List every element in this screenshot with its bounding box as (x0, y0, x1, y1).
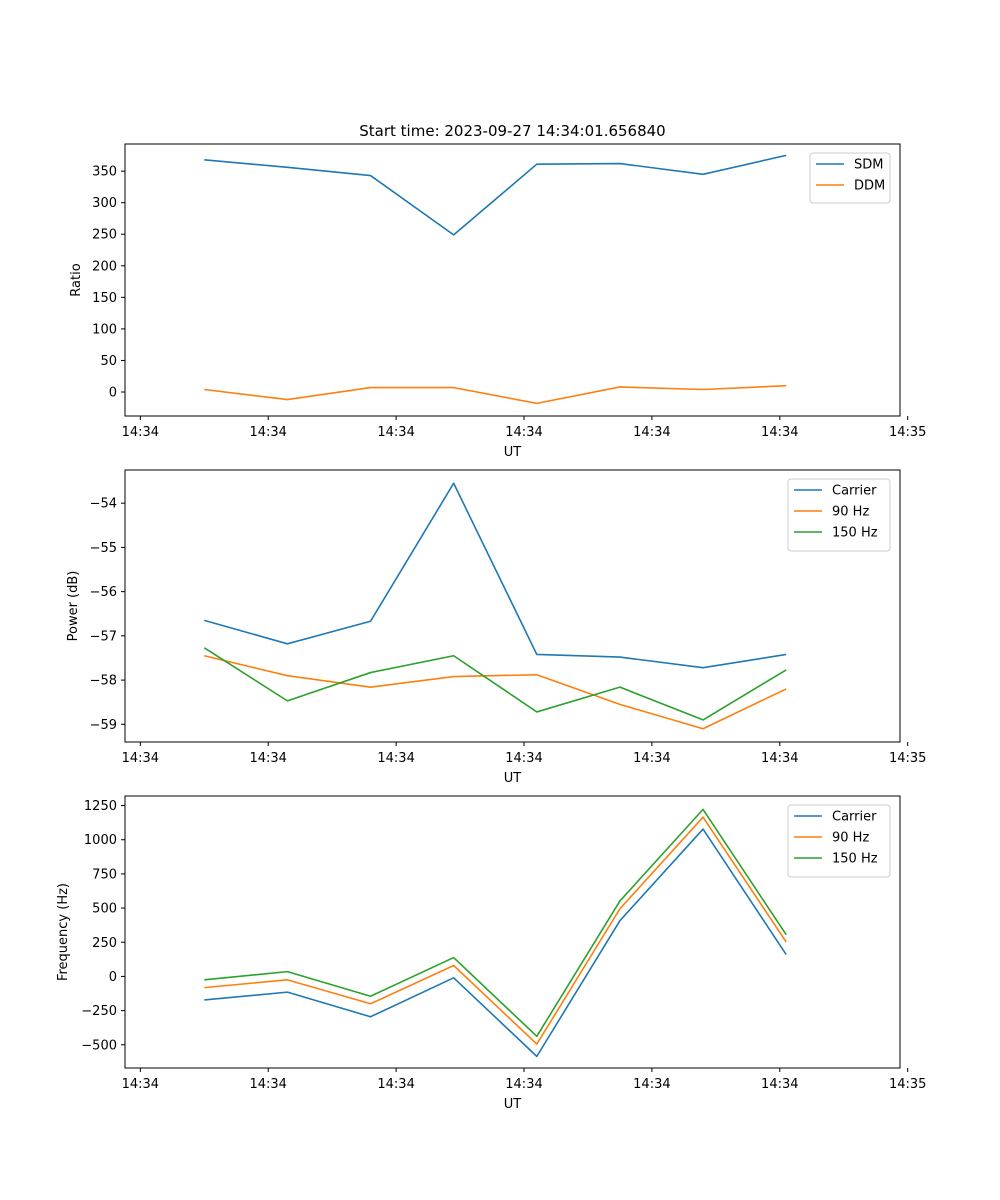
x-tick-label: 14:34 (633, 751, 670, 766)
y-tick-label: 1250 (84, 799, 117, 814)
x-tick-label: 14:34 (249, 1077, 286, 1092)
y-axis-label: Frequency (Hz) (56, 883, 71, 981)
x-tick-label: 14:34 (505, 425, 542, 440)
x-tick-label: 14:34 (122, 1077, 159, 1092)
legend-3: Carrier 90 Hz 150 Hz (787, 804, 891, 878)
legend-1: SDM DDM (809, 152, 891, 204)
legend-box (809, 152, 891, 204)
y-tick-label: −55 (90, 541, 117, 556)
x-tick-label: 14:34 (633, 425, 670, 440)
y-axis-label: Power (dB) (66, 571, 81, 642)
series-line-150-hz (204, 808, 787, 1038)
x-axis-label: UT (504, 445, 522, 460)
y-tick-label: −56 (90, 585, 117, 600)
legend-box (787, 804, 891, 878)
y-tick-label: 50 (100, 354, 117, 369)
panel-2: 14:34 14:34 14:34 14:34 14:34 14:34 14:35 −59 −5… (66, 469, 926, 786)
x-tick-label: 14:34 (761, 1077, 798, 1092)
y-tick-label: 250 (92, 228, 117, 243)
x-tick-label: 14:34 (505, 751, 542, 766)
legend-label: 150 Hz (832, 852, 878, 867)
y-tick-label: −250 (81, 1004, 117, 1019)
legend-label: SDM (854, 158, 883, 173)
x-tick-label: 14:34 (377, 1077, 414, 1092)
x-tick-label: 14:34 (377, 751, 414, 766)
y-tick-label: −58 (90, 674, 117, 689)
panel-1: 14:34 14:34 14:34 14:34 14:34 14:34 14:35 0 50 10… (69, 143, 926, 460)
x-tick-label: 14:34 (377, 425, 414, 440)
y-tick-label: −500 (81, 1038, 117, 1053)
y-tick-label: −57 (90, 629, 117, 644)
x-tick-label: 14:34 (249, 425, 286, 440)
x-tick-label: 14:35 (889, 425, 926, 440)
series-line-ddm (204, 384, 787, 405)
y-tick-label: 0 (109, 970, 117, 985)
axes-frame-1 (124, 143, 901, 417)
x-tick-label: 14:35 (889, 751, 926, 766)
x-tick-label: 14:34 (633, 1077, 670, 1092)
series-line-carrier (204, 482, 787, 669)
legend-label: Carrier (832, 484, 877, 499)
series-line-150-hz (203, 647, 787, 721)
x-tick-label: 14:34 (761, 425, 798, 440)
legend-label: 90 Hz (832, 831, 869, 846)
figure-title: Start time: 2023-09-27 14:34:01.656840 (359, 122, 665, 140)
y-tick-label: 350 (92, 165, 117, 180)
y-tick-label: −59 (90, 718, 117, 733)
x-tick-label: 14:34 (122, 425, 159, 440)
axes-frame-2 (124, 469, 901, 743)
y-tick-label: 0 (109, 386, 117, 401)
x-tick-label: 14:35 (889, 1077, 926, 1092)
legend-label: Carrier (832, 810, 877, 825)
series-line-sdm (204, 154, 787, 236)
legend-label: 150 Hz (832, 526, 878, 541)
panel-3: 14:34 14:34 14:34 14:34 14:34 14:34 14:35 −500 −… (56, 795, 926, 1112)
legend-2: Carrier 90 Hz 150 Hz (787, 478, 891, 552)
y-tick-label: 1000 (84, 833, 117, 848)
x-tick-label: 14:34 (122, 751, 159, 766)
x-axis-label: UT (504, 771, 522, 786)
series-line-90-hz (204, 654, 787, 730)
series-line-90-hz (204, 816, 787, 1045)
y-tick-label: 150 (92, 291, 117, 306)
y-tick-label: 100 (92, 322, 117, 337)
series-line-carrier (204, 828, 787, 1058)
y-axis-label: Ratio (69, 263, 84, 296)
y-tick-label: 300 (92, 196, 117, 211)
x-tick-label: 14:34 (761, 751, 798, 766)
x-tick-label: 14:34 (249, 751, 286, 766)
axes-frame-3 (124, 795, 901, 1069)
y-tick-label: 500 (92, 902, 117, 917)
legend-label: 90 Hz (832, 505, 869, 520)
legend-box (787, 478, 891, 552)
y-tick-label: 750 (92, 867, 117, 882)
x-axis-label: UT (504, 1097, 522, 1112)
y-tick-label: −54 (90, 497, 117, 512)
x-tick-label: 14:34 (505, 1077, 542, 1092)
y-tick-label: 200 (92, 259, 117, 274)
y-tick-label: 250 (92, 936, 117, 951)
legend-label: DDM (854, 179, 885, 194)
